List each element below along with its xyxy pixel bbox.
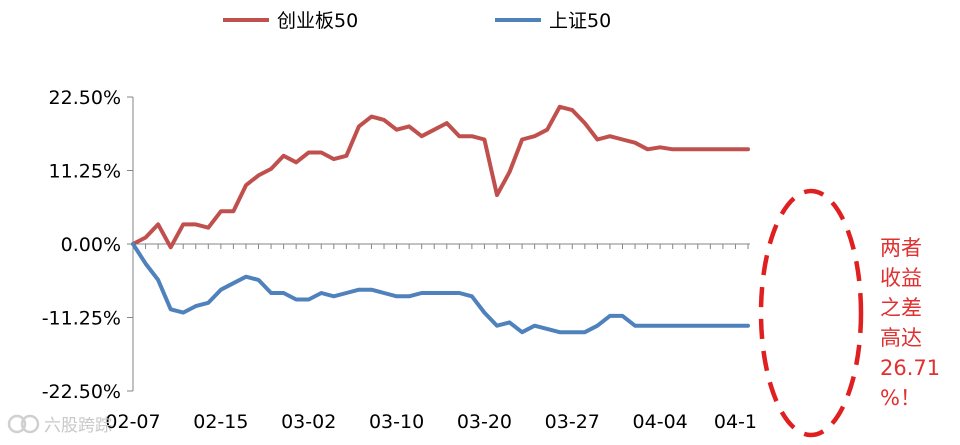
y-tick-label: -22.50% <box>42 381 121 403</box>
y-tick-label: 22.50% <box>49 87 121 109</box>
y-axis: 22.50% 11.25% 0.00% -11.25% -22.50% <box>42 87 134 403</box>
watermark: 六股跨踪 <box>7 414 112 436</box>
annotation-line: 之差 <box>880 296 922 320</box>
x-tick-label: 02-07 <box>105 411 160 433</box>
x-tick-label: 02-15 <box>193 411 248 433</box>
y-tick-label: -11.25% <box>42 308 121 330</box>
annotation-line: 收益 <box>880 266 922 290</box>
series-layer <box>131 104 750 335</box>
watermark-logo-icon <box>7 414 40 434</box>
y-tick-label: 11.25% <box>49 161 121 183</box>
x-tick-label: 03-27 <box>545 411 600 433</box>
legend-label: 创业板50 <box>277 10 358 32</box>
legend-label: 上证50 <box>549 10 611 32</box>
highlight-ellipse <box>758 188 864 438</box>
annotation-line: 高达 <box>880 326 922 350</box>
annotation-line: 两者 <box>880 236 922 260</box>
x-tick-label: 04-1 <box>714 411 757 433</box>
y-tick-label: 0.00% <box>61 234 121 256</box>
x-axis: 02-07 02-15 03-02 03-10 03-20 03-27 04-04 04-1 <box>105 243 757 433</box>
series-line <box>131 242 750 335</box>
series-line <box>131 104 750 250</box>
annotation-line: 26.71 <box>880 356 940 380</box>
x-tick-label: 03-20 <box>457 411 512 433</box>
legend: 创业板50 上证50 <box>223 10 611 32</box>
x-tick-label: 03-02 <box>281 411 336 433</box>
watermark-text: 六股跨踪 <box>44 416 112 436</box>
x-tick-label: 04-04 <box>633 411 688 433</box>
x-tick-label: 03-10 <box>369 411 424 433</box>
annotation-line: %！ <box>880 386 921 410</box>
